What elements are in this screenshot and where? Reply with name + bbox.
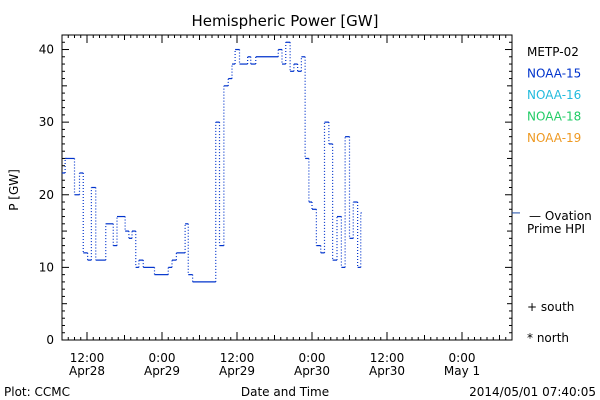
x-axis-ticks: 12:00Apr280:00Apr2912:00Apr290:00Apr3012… bbox=[61, 35, 513, 378]
x-tick-label-time: 0:00 bbox=[449, 351, 476, 365]
chart-title: Hemispheric Power [GW] bbox=[192, 12, 379, 30]
legend-entry: NOAA-19 bbox=[527, 131, 581, 145]
ovation-label-line1: — Ovation bbox=[529, 209, 592, 223]
x-axis-label: Date and Time bbox=[241, 385, 329, 399]
x-tick-label-time: 12:00 bbox=[220, 351, 255, 365]
north-marker-legend: * north bbox=[527, 331, 569, 345]
y-tick-label: 40 bbox=[39, 43, 54, 57]
legend-entry: METP-02 bbox=[527, 45, 579, 59]
x-tick-label-date: Apr30 bbox=[294, 364, 330, 378]
south-marker-legend: + south bbox=[527, 300, 574, 314]
x-tick-label-time: 0:00 bbox=[149, 351, 176, 365]
y-tick-label: 10 bbox=[39, 260, 54, 274]
x-tick-label-date: Apr29 bbox=[219, 364, 255, 378]
x-tick-label-date: Apr30 bbox=[369, 364, 405, 378]
x-tick-label-time: 0:00 bbox=[299, 351, 326, 365]
plot-frame bbox=[61, 34, 513, 341]
legend-entry: NOAA-18 bbox=[527, 110, 581, 124]
footer-plot-credit: Plot: CCMC bbox=[4, 385, 70, 399]
y-axis-label: P [GW] bbox=[7, 169, 21, 211]
legend: METP-02 NOAA-15 NOAA-16 NOAA-18 NOAA-19 bbox=[527, 45, 581, 145]
footer-timestamp: 2014/05/01 07:40:05 bbox=[469, 385, 596, 399]
legend-entry: NOAA-15 bbox=[527, 67, 581, 81]
y-tick-label: 0 bbox=[46, 333, 54, 347]
x-tick-label-date: Apr29 bbox=[144, 364, 180, 378]
x-tick-label-date: May 1 bbox=[444, 364, 480, 378]
y-axis-ticks: 0 10 20 30 40 bbox=[39, 34, 512, 347]
series-layer bbox=[62, 41, 362, 283]
x-tick-label-time: 12:00 bbox=[70, 351, 105, 365]
y-axis-label-text: P [GW] bbox=[7, 169, 21, 211]
x-tick-label-time: 12:00 bbox=[370, 351, 405, 365]
y-tick-label: 30 bbox=[39, 115, 54, 129]
legend-entry: NOAA-16 bbox=[527, 88, 581, 102]
x-tick-label-date: Apr28 bbox=[69, 364, 105, 378]
y-tick-label: 20 bbox=[39, 188, 54, 202]
ovation-label-line2: Prime HPI bbox=[527, 222, 585, 236]
